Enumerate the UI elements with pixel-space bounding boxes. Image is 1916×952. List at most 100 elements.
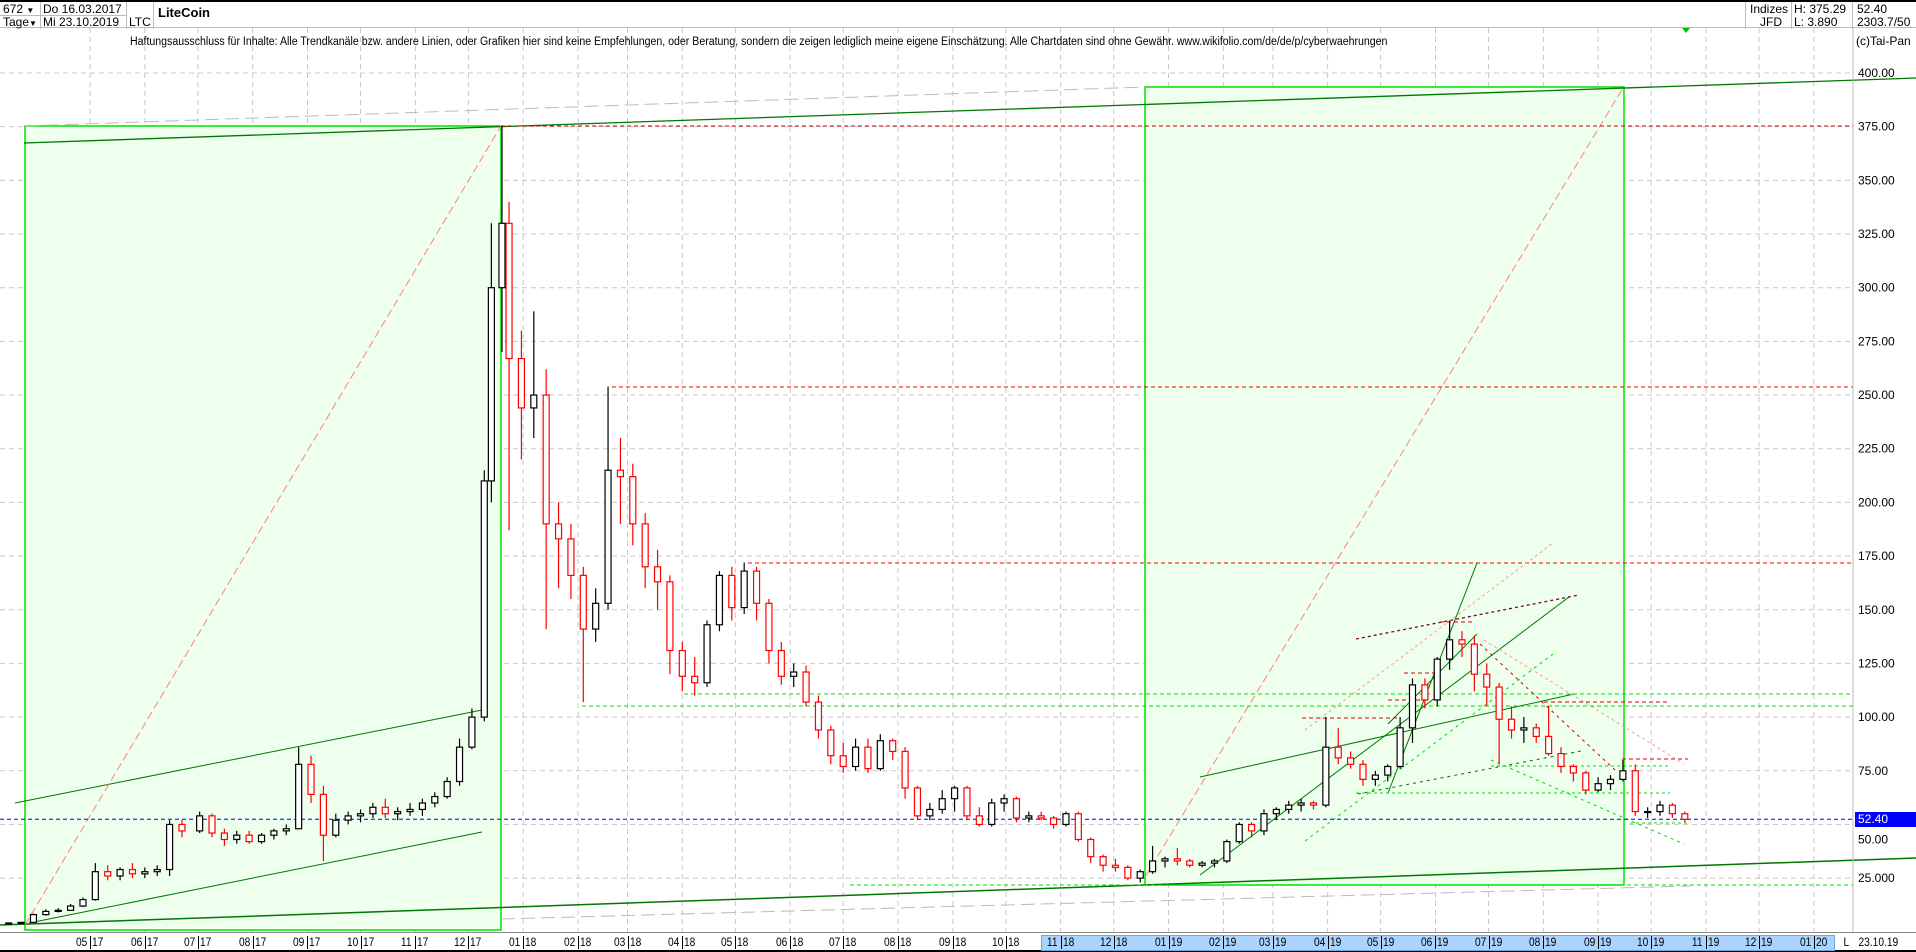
candle[interactable] — [542, 369, 550, 630]
candle[interactable] — [777, 641, 785, 685]
candle[interactable] — [1495, 682, 1503, 765]
candle[interactable] — [1507, 706, 1516, 739]
candle[interactable] — [1297, 798, 1305, 812]
candle[interactable] — [1161, 856, 1169, 868]
candle[interactable] — [307, 755, 315, 803]
candle[interactable] — [1483, 663, 1491, 707]
candle[interactable] — [678, 641, 686, 692]
candle[interactable] — [1681, 811, 1689, 823]
candle[interactable] — [141, 867, 149, 879]
candle[interactable] — [703, 620, 711, 688]
candle[interactable] — [1619, 760, 1627, 782]
candle[interactable] — [332, 813, 340, 838]
candle[interactable] — [344, 811, 352, 825]
candle[interactable] — [1470, 635, 1478, 692]
candle[interactable] — [455, 738, 464, 786]
candle[interactable] — [1272, 807, 1280, 821]
candle[interactable] — [17, 921, 25, 924]
candle[interactable] — [116, 867, 124, 881]
candle[interactable] — [604, 386, 612, 610]
candle[interactable] — [1062, 811, 1070, 827]
candle[interactable] — [1656, 800, 1664, 816]
candle[interactable] — [1248, 822, 1256, 838]
candle[interactable] — [418, 798, 427, 816]
candle[interactable] — [691, 656, 699, 696]
candle[interactable] — [1148, 845, 1157, 874]
candle[interactable] — [913, 785, 922, 821]
candle[interactable] — [592, 588, 600, 642]
candle[interactable] — [1359, 760, 1367, 786]
candle[interactable] — [54, 908, 62, 913]
candle[interactable] — [554, 502, 563, 589]
candle[interactable] — [257, 833, 266, 844]
candle[interactable] — [802, 665, 810, 707]
candle[interactable] — [901, 747, 909, 799]
candle[interactable] — [1111, 858, 1120, 872]
candle[interactable] — [1644, 807, 1652, 819]
candle[interactable] — [975, 807, 983, 827]
candle[interactable] — [889, 738, 897, 761]
candle[interactable] — [839, 742, 847, 773]
candle[interactable] — [1074, 811, 1082, 842]
candle[interactable] — [220, 828, 228, 846]
candle[interactable] — [1458, 631, 1466, 657]
candle[interactable] — [1396, 717, 1404, 769]
candle[interactable] — [517, 330, 526, 460]
candle[interactable] — [752, 566, 761, 621]
candle[interactable] — [1037, 811, 1045, 821]
candle[interactable] — [1421, 678, 1429, 709]
candle[interactable] — [178, 820, 186, 838]
candle[interactable] — [1594, 777, 1602, 793]
candle[interactable] — [443, 777, 451, 799]
candle[interactable] — [319, 785, 328, 861]
candle[interactable] — [381, 798, 389, 819]
candle[interactable] — [666, 575, 674, 675]
candle[interactable] — [5, 922, 13, 925]
candle[interactable] — [1087, 837, 1095, 864]
candle[interactable] — [42, 909, 50, 916]
candle[interactable] — [715, 571, 724, 632]
candle[interactable] — [270, 828, 278, 840]
price-axis[interactable]: 400.00 375.00 350.00 325.00 300.00 275.00 250.… — [1858, 66, 1895, 885]
candle[interactable] — [233, 830, 241, 844]
candle[interactable] — [1631, 764, 1639, 816]
candle[interactable] — [1136, 869, 1144, 883]
candle[interactable] — [487, 223, 495, 503]
candle[interactable] — [1210, 858, 1219, 868]
candle[interactable] — [963, 785, 971, 821]
candle[interactable] — [66, 903, 75, 911]
candle[interactable] — [356, 809, 365, 823]
candle[interactable] — [1260, 809, 1268, 836]
candle[interactable] — [196, 811, 204, 834]
candle[interactable] — [1223, 839, 1231, 864]
candle[interactable] — [208, 813, 216, 838]
candle[interactable] — [1173, 848, 1181, 866]
candle[interactable] — [1371, 770, 1379, 786]
candle[interactable] — [653, 549, 662, 610]
candle[interactable] — [814, 695, 823, 739]
candle[interactable] — [1433, 656, 1441, 707]
candle[interactable] — [616, 437, 625, 524]
candle[interactable] — [1198, 860, 1206, 868]
candle[interactable] — [790, 663, 798, 688]
candle[interactable] — [629, 463, 637, 546]
candle[interactable] — [295, 747, 303, 830]
candle[interactable] — [1025, 811, 1033, 823]
candle[interactable] — [1309, 800, 1318, 810]
candle[interactable] — [498, 126, 506, 353]
candle[interactable] — [765, 599, 773, 664]
candle[interactable] — [1557, 747, 1565, 773]
candle[interactable] — [1186, 858, 1194, 868]
candle[interactable] — [1569, 764, 1577, 782]
candle[interactable] — [938, 790, 946, 814]
candle[interactable] — [1545, 706, 1553, 756]
candle[interactable] — [505, 201, 513, 531]
candle[interactable] — [827, 725, 835, 765]
candle[interactable] — [394, 807, 402, 821]
candle[interactable] — [282, 824, 290, 836]
candle[interactable] — [480, 470, 488, 722]
candle[interactable] — [128, 863, 137, 879]
candle[interactable] — [926, 802, 934, 821]
candle[interactable] — [1668, 802, 1676, 819]
